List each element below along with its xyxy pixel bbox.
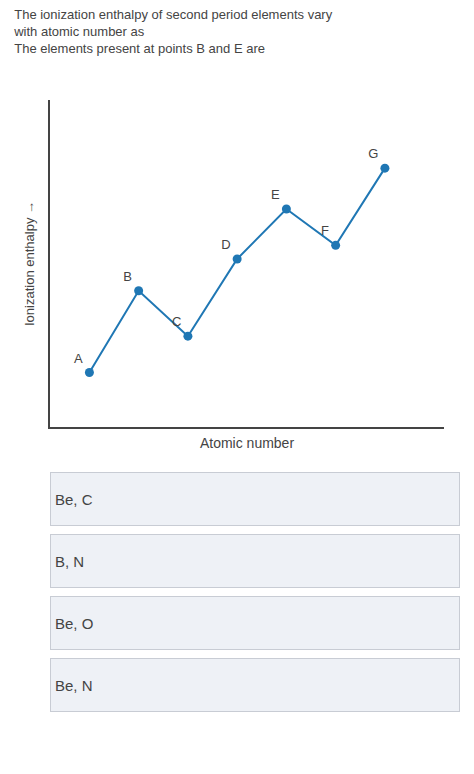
svg-text:D: D (221, 237, 230, 252)
svg-text:G: G (368, 146, 378, 161)
svg-text:B, N: B, N (55, 553, 84, 570)
svg-text:B: B (123, 269, 132, 284)
svg-text:A: A (74, 351, 83, 366)
svg-text:Ionization enthalpy →: Ionization enthalpy → (22, 201, 37, 326)
svg-text:Be, C: Be, C (55, 491, 93, 508)
svg-text:Be, O: Be, O (55, 615, 93, 632)
svg-text:Be, N: Be, N (55, 677, 93, 694)
svg-text:E: E (271, 187, 280, 202)
svg-text:The ionization enthalpy of sec: The ionization enthalpy of second period… (13, 7, 332, 56)
svg-text:C: C (172, 314, 181, 329)
svg-text:F: F (321, 223, 329, 238)
svg-text:Atomic number: Atomic number (200, 435, 294, 451)
